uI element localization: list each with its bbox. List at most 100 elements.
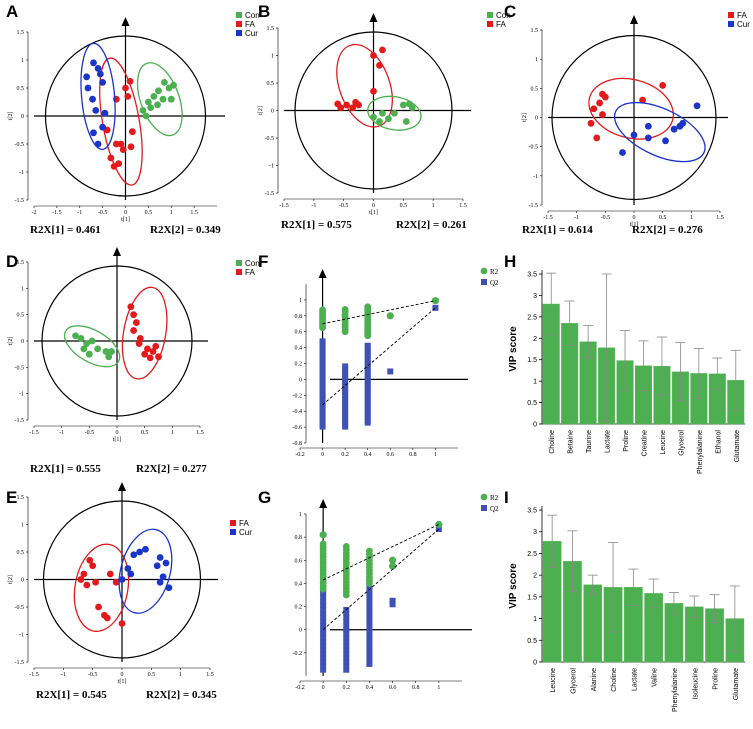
q2-point [364, 378, 371, 384]
r2x1-label-e: R2X[1] = 0.545 [36, 689, 107, 701]
legend-swatch-q2 [481, 279, 487, 285]
data-point-fa [112, 578, 120, 586]
y-tick-label: 2.5 [527, 551, 537, 558]
x-tick-label: -0.5 [88, 672, 98, 678]
q2-point [364, 392, 371, 398]
y-tick-label: -0.6 [293, 425, 303, 431]
data-point-con [399, 101, 407, 109]
score-plot-c: -1.5 -1 -0.5 0 0.5 1 1.5 t[1] 1.5 1 0.5 0 -0.5 -1 -1.5… [522, 11, 750, 228]
q2-point [319, 399, 326, 405]
panel-label-f: F [258, 252, 269, 271]
y-tick-label: 0 [535, 116, 538, 122]
data-point-cur [644, 134, 652, 142]
y-tick-label: 0.6 [295, 330, 303, 336]
data-point-con [379, 109, 386, 117]
q2-point [319, 413, 326, 419]
q2-point [364, 412, 371, 418]
q2-point [342, 374, 349, 380]
y-axis-arrow [118, 482, 126, 491]
data-point-cur [118, 576, 126, 583]
q2-point [342, 371, 349, 377]
q2-point [320, 602, 327, 608]
x-tick-label: 1 [690, 215, 693, 221]
data-point-cur [159, 573, 167, 581]
legend-swatch-con [236, 12, 242, 18]
q2-point [364, 356, 371, 362]
y-axis-label: VIP score [508, 563, 519, 609]
x-tick-label: -1 [311, 203, 316, 209]
data-point-con [160, 79, 168, 86]
y-axis-label: t[2] [8, 112, 14, 121]
q2-point [342, 377, 349, 383]
q2-point [319, 424, 326, 430]
y-axis-arrow [369, 13, 378, 22]
data-point-con [167, 95, 175, 103]
r2-point [341, 306, 349, 313]
x-tick-label: 1 [434, 452, 437, 458]
y-axis-label: t[2] [522, 113, 528, 122]
q2-point [319, 341, 326, 347]
x-tick-label: 0 [372, 203, 375, 209]
panel-label-h: H [504, 252, 517, 271]
q2-point [319, 405, 326, 411]
q2-point [364, 351, 371, 357]
legend-label-q2: Q2 [490, 279, 499, 287]
r2-point [342, 543, 350, 550]
q2-point [342, 393, 349, 399]
legend-label-cur: Cur [737, 20, 750, 29]
q2-point [319, 366, 326, 372]
r2-regression-line [322, 524, 440, 581]
q2-point [364, 373, 371, 379]
data-point-con [85, 350, 93, 358]
q2-point [366, 593, 373, 599]
data-point-cur [670, 125, 678, 133]
q2-point [364, 367, 371, 373]
permutation-plot-f: -0.2 0 0.2 0.4 0.6 0.8 1 1 0.8 0.6 0.4 0.2 0 -0.2 -0.4… [293, 267, 499, 458]
y-tick-label: -0.5 [15, 605, 25, 611]
data-point-cur [130, 551, 138, 559]
data-point-con [77, 334, 85, 342]
r2-regression-line [322, 300, 436, 325]
q2-point [342, 407, 349, 413]
x-tick-label: 0.4 [364, 452, 372, 458]
q2-point [342, 366, 349, 372]
x-tick-label: -1.5 [52, 210, 62, 216]
panel-label-g: G [258, 488, 272, 507]
y-tick-label: 0.8 [295, 314, 303, 320]
category-label: Choline [611, 668, 618, 692]
q2-point [364, 348, 371, 354]
data-point-con [150, 93, 158, 100]
q2-point [366, 601, 373, 607]
permutation-plot-g: -0.2 0 0.2 0.4 0.6 0.8 1 1 0.8 0.6 0.4 0.2 0 -0.2 R2 Q2 [293, 493, 499, 691]
data-point-con [370, 113, 377, 121]
category-label: Phenylalanine [672, 668, 679, 712]
data-point-fa [601, 93, 609, 101]
q2-point [319, 385, 326, 391]
q2-point [342, 382, 349, 388]
data-point-fa [593, 134, 601, 142]
y-tick-label: 0.6 [295, 558, 303, 564]
y-tick-label: 1 [271, 54, 274, 60]
data-point-con [147, 104, 155, 111]
data-point-fa [343, 101, 351, 109]
y-tick-label: -0.2 [293, 393, 303, 399]
x-tick-label: 1.5 [196, 430, 204, 436]
legend-swatch-fa [236, 269, 242, 275]
data-point-con [154, 101, 161, 109]
data-point-cur [84, 84, 92, 92]
q2-point [342, 413, 349, 419]
data-point-cur [165, 584, 173, 592]
y-tick-label: -0.5 [265, 136, 275, 142]
legend-label-con: Con [245, 259, 260, 268]
y-axis-arrow [113, 247, 121, 256]
data-point-con [402, 118, 410, 125]
q2-point [320, 606, 327, 612]
q2-point [343, 627, 350, 633]
x-tick-label: 0 [124, 210, 127, 216]
q2-point [342, 424, 349, 430]
data-point-cur [101, 109, 109, 117]
q2-point [364, 387, 371, 393]
vip-bar [583, 584, 603, 663]
data-point-cur [693, 102, 701, 110]
q2-point [366, 645, 373, 651]
